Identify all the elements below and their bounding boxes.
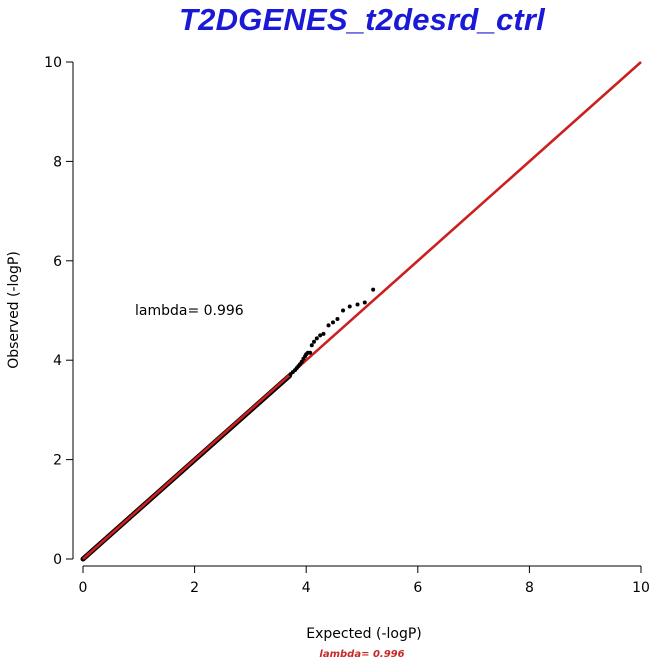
data-point <box>335 316 340 321</box>
y-ticks: 0 2 4 6 8 10 <box>44 55 73 568</box>
reference-line <box>82 61 642 560</box>
data-points <box>288 287 376 377</box>
lambda-annotation: lambda= 0.996 <box>135 303 244 319</box>
data-point <box>318 333 323 338</box>
data-point <box>371 287 376 292</box>
x-tick-label: 0 <box>79 580 88 596</box>
x-ticks: 0 2 4 6 8 10 <box>79 566 650 596</box>
data-point <box>355 302 360 307</box>
data-point <box>341 308 346 313</box>
x-axis-label: Expected (-logP) <box>306 626 422 642</box>
y-axis-label: Observed (-logP) <box>6 251 22 369</box>
data-point <box>330 320 335 325</box>
x-tick-label: 8 <box>525 580 534 596</box>
data-point <box>299 359 304 364</box>
y-tick-label: 4 <box>53 353 62 369</box>
x-tick-label: 10 <box>632 580 650 596</box>
data-point <box>321 331 326 336</box>
y-tick-label: 0 <box>53 552 62 568</box>
y-tick-label: 6 <box>53 254 62 270</box>
chart-title: T2DGENES_t2desrd_ctrl <box>179 2 545 37</box>
x-tick-label: 6 <box>413 580 422 596</box>
data-point <box>326 323 331 328</box>
y-tick-label: 2 <box>53 453 62 469</box>
data-point <box>314 336 319 341</box>
data-point <box>312 339 317 344</box>
x-tick-label: 4 <box>302 580 311 596</box>
lambda-footnote: lambda= 0.996 <box>319 649 404 660</box>
y-tick-label: 8 <box>53 154 62 170</box>
data-point <box>308 350 313 355</box>
data-point <box>309 343 314 348</box>
y-tick-label: 10 <box>44 55 62 71</box>
data-point <box>347 304 352 309</box>
data-point <box>362 300 367 305</box>
x-tick-label: 2 <box>190 580 199 596</box>
axes: 0 2 4 6 8 10 0 2 4 6 8 10 <box>44 55 650 596</box>
